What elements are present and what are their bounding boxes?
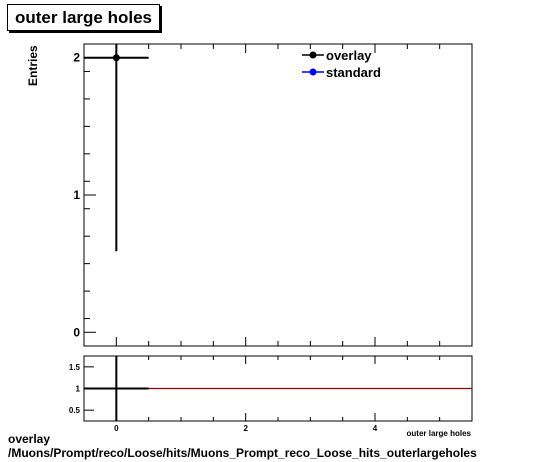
y-axis-label: Entries (26, 45, 40, 86)
ratio-y-tick-label: 1.5 (69, 363, 81, 372)
main-plot-frame (83, 43, 473, 347)
data-point-marker (112, 54, 120, 62)
legend-standard-marker (309, 68, 317, 76)
main-y-tick-label: 2 (73, 51, 80, 65)
x-axis-label: outer large holes (407, 429, 472, 438)
caption-line-1: overlay (8, 432, 51, 446)
ratio-x-tick-label: 2 (243, 424, 248, 433)
ratio-x-tick-label: 4 (373, 424, 378, 433)
caption-line-2: /Muons/Prompt/reco/Loose/hits/Muons_Prom… (8, 446, 477, 460)
legend-overlay-marker (309, 51, 317, 59)
chart-title: outer large holes (7, 4, 160, 31)
ratio-x-tick-label: 0 (114, 424, 119, 433)
main-y-tick-label: 0 (73, 325, 80, 339)
legend: overlay standard (302, 48, 381, 80)
ratio-data-marks (84, 356, 472, 421)
ratio-y-tick-label: 1 (76, 385, 81, 394)
main-y-tick-label: 1 (73, 188, 80, 202)
main-axis-ticks: 0 1 2 (73, 43, 473, 347)
legend-overlay-label: overlay (326, 48, 372, 63)
ratio-y-tick-label: 0.5 (69, 406, 81, 415)
main-data-marks (84, 44, 149, 252)
legend-standard-label: standard (326, 65, 381, 80)
